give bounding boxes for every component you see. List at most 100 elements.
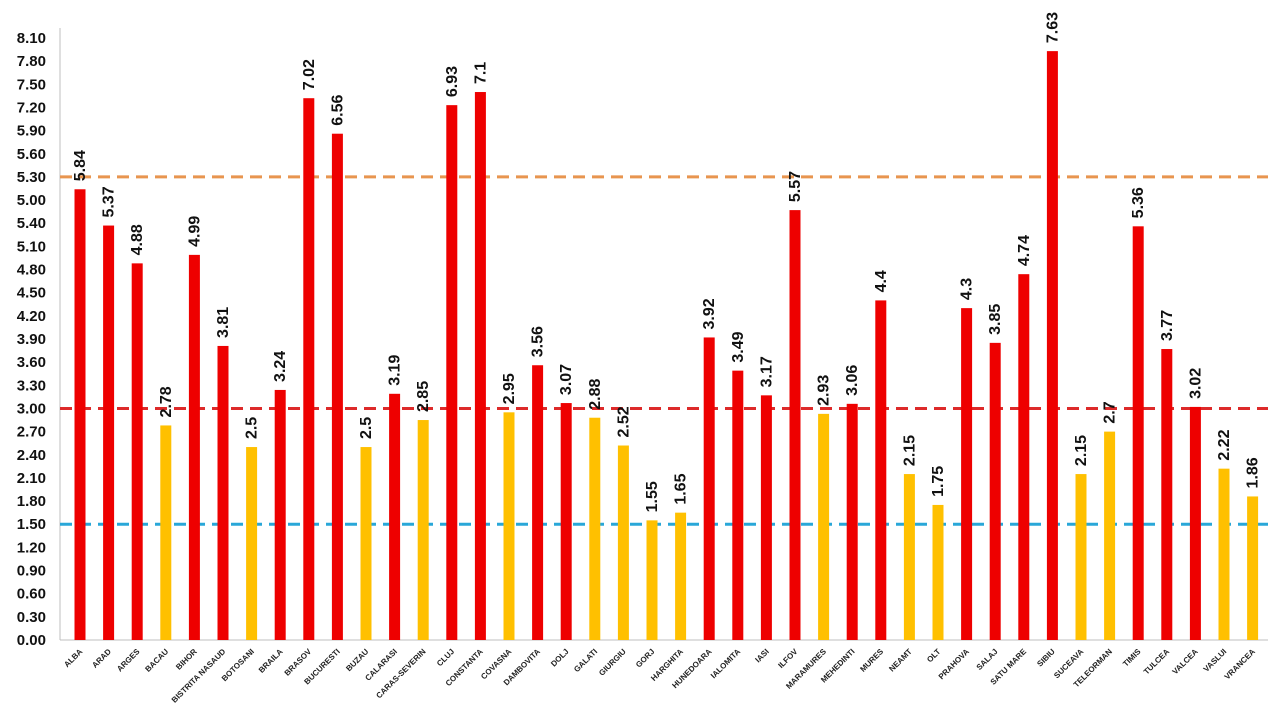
- x-tick-label: GIURGIU: [597, 647, 628, 678]
- data-label: 2.5: [244, 417, 261, 439]
- data-label: 4.88: [129, 224, 146, 255]
- y-tick-label: 5.30: [17, 169, 46, 186]
- data-label: 1.86: [1245, 457, 1262, 488]
- bar: [417, 420, 429, 640]
- data-label: 5.57: [787, 171, 804, 202]
- y-tick-label: 5.00: [17, 192, 46, 209]
- data-label: 3.24: [272, 351, 289, 382]
- bar: [732, 370, 744, 640]
- x-tick-label: TULCEA: [1142, 647, 1171, 676]
- data-label: 2.15: [901, 435, 918, 466]
- data-label: 7.1: [472, 62, 489, 84]
- data-label: 3.81: [215, 307, 232, 338]
- data-label: 3.77: [1159, 310, 1176, 341]
- value-labels: 5.84 5.37 4.88 2.78 4.99 3.81 2.5 3.24 7.02 6.56 2…: [72, 12, 1262, 512]
- data-label: 1.65: [673, 473, 690, 504]
- data-label: 3.07: [558, 364, 575, 395]
- data-label: 5.37: [101, 186, 118, 217]
- bar: [360, 447, 372, 640]
- x-tick-label: SALAJ: [975, 647, 1000, 672]
- data-label: 5.84: [72, 150, 89, 181]
- x-tick-label: ALBA: [62, 647, 84, 669]
- data-label: 4.99: [186, 216, 203, 247]
- y-tick-label: 1.20: [17, 539, 46, 556]
- data-label: 7.63: [1044, 12, 1061, 43]
- x-tick-label: CARAS-SEVERIN: [374, 647, 427, 700]
- bar: [532, 365, 544, 640]
- x-tick-label: CLUJ: [435, 647, 456, 668]
- bar: [646, 520, 658, 640]
- data-label: 4.4: [873, 270, 890, 292]
- x-tick-label: OLT: [925, 647, 942, 664]
- bar: [875, 300, 887, 640]
- data-label: 3.85: [987, 304, 1004, 335]
- y-tick-label: 5.40: [17, 215, 46, 232]
- x-tick-label: IASI: [753, 647, 770, 664]
- x-tick-label: ARGES: [115, 647, 142, 674]
- x-tick-label: VRANCEA: [1223, 647, 1257, 681]
- data-label: 2.22: [1216, 429, 1233, 460]
- data-label: 1.55: [644, 481, 661, 512]
- bar: [789, 210, 801, 640]
- x-tick-label: ARAD: [90, 647, 113, 670]
- x-tick-label: TIMIS: [1121, 647, 1143, 669]
- data-label: 2.95: [501, 373, 518, 404]
- bar: [303, 98, 315, 640]
- bar: [1046, 51, 1058, 641]
- x-tick-label: PRAHOVA: [937, 647, 971, 681]
- y-tick-label: 2.70: [17, 424, 46, 441]
- data-label: 2.5: [358, 417, 375, 439]
- bar: [760, 395, 772, 640]
- x-tick-label: DOLJ: [549, 647, 570, 668]
- y-tick-label: 5.60: [17, 146, 46, 163]
- y-tick-label: 2.40: [17, 447, 46, 464]
- bar: [1104, 431, 1116, 640]
- data-label: 2.78: [158, 386, 175, 417]
- data-label: 3.02: [1187, 368, 1204, 399]
- x-tick-label: ILFOV: [776, 647, 799, 670]
- y-tick-label: 4.50: [17, 285, 46, 302]
- data-label: 2.15: [1073, 435, 1090, 466]
- y-tick-label: 0.90: [17, 563, 46, 580]
- bar: [1161, 349, 1173, 640]
- bar: [703, 337, 715, 640]
- bar: [331, 133, 343, 640]
- y-axis: 0.00 0.30 0.60 0.90 1.20 1.50 1.80 2.10 2.40 2.70…: [17, 28, 1268, 649]
- bar: [1132, 226, 1144, 641]
- data-label: 3.56: [530, 326, 547, 357]
- y-tick-label: 2.10: [17, 470, 46, 487]
- bar: [589, 417, 601, 640]
- data-label: 1.75: [930, 466, 947, 497]
- bar: [961, 308, 973, 640]
- data-label: 2.88: [587, 378, 604, 409]
- bar: [389, 393, 401, 640]
- data-label: 2.7: [1102, 401, 1119, 423]
- bar: [1018, 274, 1030, 640]
- x-tick-label: VASLUI: [1202, 647, 1229, 674]
- data-label: 6.56: [329, 94, 346, 125]
- x-tick-label: BISTRITA NASAUD: [170, 647, 228, 705]
- bar: [675, 512, 687, 640]
- bar: [818, 413, 830, 640]
- bar: [1075, 474, 1087, 640]
- y-tick-label: 0.60: [17, 586, 46, 603]
- bar: [617, 445, 629, 640]
- data-label: 3.49: [730, 331, 747, 362]
- x-tick-label: IALOMITA: [709, 647, 742, 680]
- y-tick-label: 5.90: [17, 123, 46, 140]
- x-tick-label: VALCEA: [1171, 647, 1200, 676]
- y-tick-label: 3.30: [17, 377, 46, 394]
- y-tick-label: 3.60: [17, 354, 46, 371]
- data-label: 2.85: [415, 381, 432, 412]
- bar: [217, 345, 229, 640]
- data-label: 2.52: [615, 406, 632, 437]
- y-tick-label: 7.50: [17, 76, 46, 93]
- x-tick-label: MURES: [858, 647, 885, 674]
- bar: [274, 389, 286, 640]
- y-tick-label: 4.20: [17, 308, 46, 325]
- y-tick-label: 7.80: [17, 53, 46, 70]
- data-label: 3.06: [844, 365, 861, 396]
- threshold-lines: [60, 175, 1268, 526]
- x-tick-label: BACAU: [143, 647, 170, 674]
